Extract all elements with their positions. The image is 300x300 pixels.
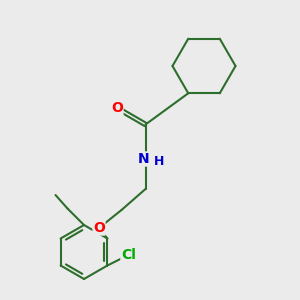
Text: H: H: [154, 155, 164, 169]
Text: O: O: [93, 221, 105, 235]
Text: N: N: [138, 152, 150, 166]
Text: O: O: [111, 101, 123, 115]
Text: Cl: Cl: [121, 248, 136, 262]
